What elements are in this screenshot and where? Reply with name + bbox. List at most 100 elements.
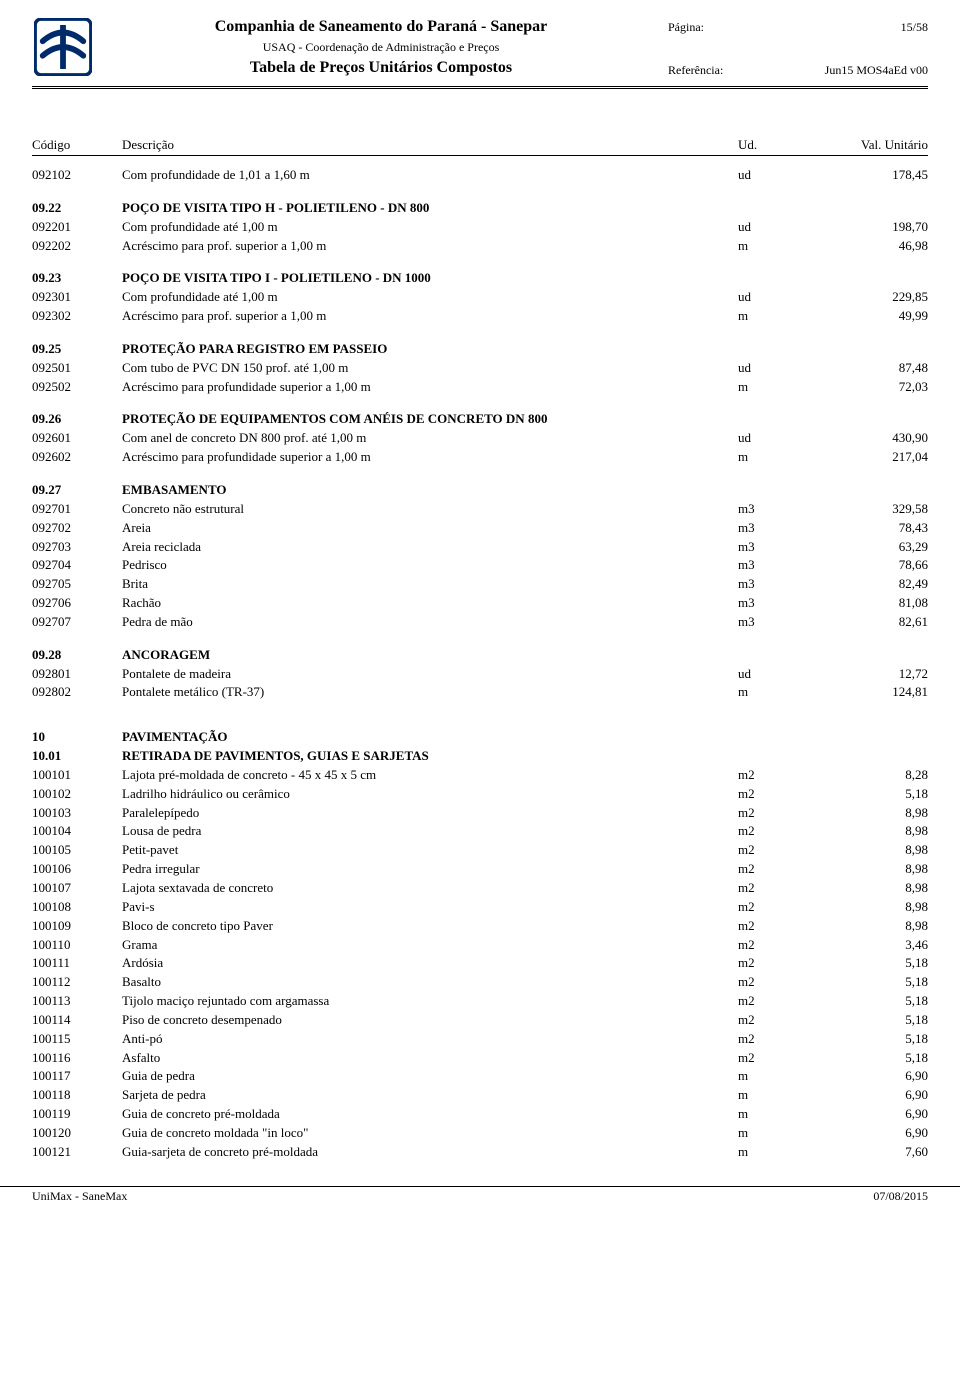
page-value: 15/58 bbox=[901, 20, 928, 35]
cell-value: 8,98 bbox=[818, 841, 928, 860]
cell-desc: EMBASAMENTO bbox=[122, 481, 738, 500]
cell-code: 092301 bbox=[32, 288, 122, 307]
table-row: 100104Lousa de pedram28,98 bbox=[32, 822, 928, 841]
cell-desc: POÇO DE VISITA TIPO H - POLIETILENO - DN… bbox=[122, 199, 738, 218]
table-row: 092201Com profundidade até 1,00 mud198,7… bbox=[32, 218, 928, 237]
table-row: 092501Com tubo de PVC DN 150 prof. até 1… bbox=[32, 359, 928, 378]
cell-desc: Acréscimo para prof. superior a 1,00 m bbox=[122, 307, 738, 326]
cell-code: 09.23 bbox=[32, 269, 122, 288]
cell-desc: Areia bbox=[122, 519, 738, 538]
cell-value: 78,66 bbox=[818, 556, 928, 575]
cell-value bbox=[818, 646, 928, 665]
table-row: 100111Ardósiam25,18 bbox=[32, 954, 928, 973]
table-row: 09.22POÇO DE VISITA TIPO H - POLIETILENO… bbox=[32, 199, 928, 218]
cell-unit: m3 bbox=[738, 613, 818, 632]
table-row: 100107Lajota sextavada de concretom28,98 bbox=[32, 879, 928, 898]
cell-value: 6,90 bbox=[818, 1086, 928, 1105]
cell-unit: m2 bbox=[738, 1011, 818, 1030]
cell-code: 092102 bbox=[32, 166, 122, 185]
table-row: 092704Pedriscom378,66 bbox=[32, 556, 928, 575]
table-row: 100105Petit-pavetm28,98 bbox=[32, 841, 928, 860]
cell-code: 092707 bbox=[32, 613, 122, 632]
cell-unit: m2 bbox=[738, 785, 818, 804]
table-row: 092802Pontalete metálico (TR-37)m124,81 bbox=[32, 683, 928, 702]
cell-desc: Paralelepípedo bbox=[122, 804, 738, 823]
table-row: 092601Com anel de concreto DN 800 prof. … bbox=[32, 429, 928, 448]
cell-unit: m3 bbox=[738, 575, 818, 594]
cell-code: 092701 bbox=[32, 500, 122, 519]
cell-unit bbox=[738, 199, 818, 218]
cell-unit: m bbox=[738, 307, 818, 326]
table-row: 092301Com profundidade até 1,00 mud229,8… bbox=[32, 288, 928, 307]
cell-unit: m2 bbox=[738, 917, 818, 936]
cell-value: 5,18 bbox=[818, 1030, 928, 1049]
table-row: 100121Guia-sarjeta de concreto pré-molda… bbox=[32, 1143, 928, 1162]
cell-unit: m bbox=[738, 1067, 818, 1086]
company-name: Companhia de Saneamento do Paraná - Sane… bbox=[106, 18, 656, 36]
cell-value bbox=[818, 269, 928, 288]
cell-unit bbox=[738, 747, 818, 766]
col-value: Val. Unitário bbox=[818, 137, 928, 153]
cell-desc: Basalto bbox=[122, 973, 738, 992]
table-row: 092302Acréscimo para prof. superior a 1,… bbox=[32, 307, 928, 326]
cell-value bbox=[818, 199, 928, 218]
cell-desc: Com profundidade de 1,01 a 1,60 m bbox=[122, 166, 738, 185]
header-divider bbox=[32, 86, 928, 89]
cell-desc: PROTEÇÃO DE EQUIPAMENTOS COM ANÉIS DE CO… bbox=[122, 410, 738, 429]
cell-unit: m bbox=[738, 448, 818, 467]
cell-value: 5,18 bbox=[818, 1049, 928, 1068]
cell-code: 092801 bbox=[32, 665, 122, 684]
cell-value: 6,90 bbox=[818, 1105, 928, 1124]
table-row: 100106Pedra irregularm28,98 bbox=[32, 860, 928, 879]
table-row: 100118Sarjeta de pedram6,90 bbox=[32, 1086, 928, 1105]
cell-unit: ud bbox=[738, 218, 818, 237]
cell-unit: ud bbox=[738, 359, 818, 378]
cell-desc: Pedra de mão bbox=[122, 613, 738, 632]
cell-code: 09.26 bbox=[32, 410, 122, 429]
table-row: 100116Asfaltom25,18 bbox=[32, 1049, 928, 1068]
cell-value: 5,18 bbox=[818, 785, 928, 804]
cell-code: 092802 bbox=[32, 683, 122, 702]
cell-desc: Ladrilho hidráulico ou cerâmico bbox=[122, 785, 738, 804]
table-row: 100110Gramam23,46 bbox=[32, 936, 928, 955]
cell-value: 6,90 bbox=[818, 1124, 928, 1143]
cell-code: 09.25 bbox=[32, 340, 122, 359]
cell-value: 8,98 bbox=[818, 879, 928, 898]
cell-value: 430,90 bbox=[818, 429, 928, 448]
cell-unit bbox=[738, 646, 818, 665]
cell-desc: Brita bbox=[122, 575, 738, 594]
cell-value bbox=[818, 410, 928, 429]
table-row: 092102Com profundidade de 1,01 a 1,60 mu… bbox=[32, 166, 928, 185]
cell-value: 217,04 bbox=[818, 448, 928, 467]
cell-value: 82,61 bbox=[818, 613, 928, 632]
column-divider bbox=[32, 155, 928, 156]
cell-value: 3,46 bbox=[818, 936, 928, 955]
cell-unit: m2 bbox=[738, 973, 818, 992]
cell-desc: Acréscimo para profundidade superior a 1… bbox=[122, 378, 738, 397]
cell-unit: m bbox=[738, 1105, 818, 1124]
cell-unit: m2 bbox=[738, 1030, 818, 1049]
cell-desc: Com anel de concreto DN 800 prof. até 1,… bbox=[122, 429, 738, 448]
cell-desc: Acréscimo para prof. superior a 1,00 m bbox=[122, 237, 738, 256]
cell-unit: m3 bbox=[738, 500, 818, 519]
cell-unit: m2 bbox=[738, 804, 818, 823]
cell-unit: m2 bbox=[738, 841, 818, 860]
header-titles: Companhia de Saneamento do Paraná - Sane… bbox=[106, 16, 656, 77]
cell-unit: m3 bbox=[738, 519, 818, 538]
table-row: 092705Britam382,49 bbox=[32, 575, 928, 594]
cell-desc: Guia de concreto pré-moldada bbox=[122, 1105, 738, 1124]
table-row: 092502Acréscimo para profundidade superi… bbox=[32, 378, 928, 397]
cell-unit: m bbox=[738, 1124, 818, 1143]
cell-value: 63,29 bbox=[818, 538, 928, 557]
cell-code: 100101 bbox=[32, 766, 122, 785]
table-row: 092703Areia recicladam363,29 bbox=[32, 538, 928, 557]
cell-value bbox=[818, 747, 928, 766]
cell-desc: Guia de pedra bbox=[122, 1067, 738, 1086]
cell-unit: m2 bbox=[738, 1049, 818, 1068]
cell-desc: PAVIMENTAÇÃO bbox=[122, 728, 738, 747]
cell-unit: m2 bbox=[738, 766, 818, 785]
cell-code: 092602 bbox=[32, 448, 122, 467]
company-logo bbox=[32, 16, 94, 78]
cell-unit bbox=[738, 728, 818, 747]
cell-desc: RETIRADA DE PAVIMENTOS, GUIAS E SARJETAS bbox=[122, 747, 738, 766]
